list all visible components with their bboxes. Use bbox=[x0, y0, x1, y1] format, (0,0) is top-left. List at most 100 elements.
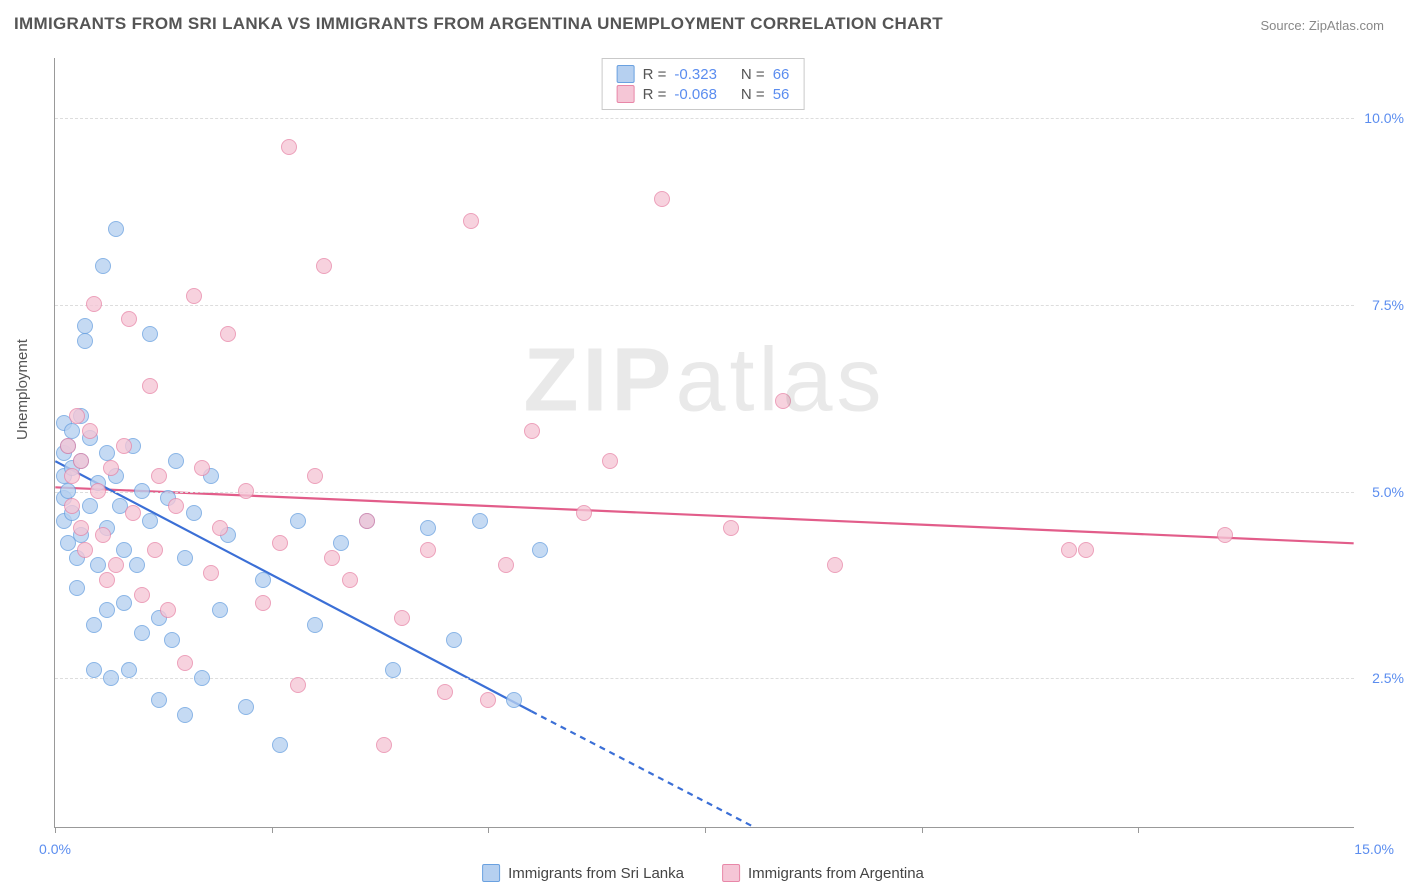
scatter-point bbox=[82, 498, 98, 514]
n-label: N = bbox=[741, 86, 765, 103]
scatter-point bbox=[77, 318, 93, 334]
scatter-point bbox=[272, 535, 288, 551]
y-tick-label: 7.5% bbox=[1358, 297, 1404, 313]
scatter-point bbox=[108, 557, 124, 573]
scatter-point bbox=[307, 468, 323, 484]
x-tick bbox=[488, 827, 489, 833]
scatter-point bbox=[151, 692, 167, 708]
scatter-point bbox=[333, 535, 349, 551]
scatter-point bbox=[307, 617, 323, 633]
x-tick-label-left: 0.0% bbox=[39, 841, 71, 857]
r-value-0: -0.323 bbox=[674, 66, 717, 83]
scatter-point bbox=[77, 333, 93, 349]
scatter-point bbox=[506, 692, 522, 708]
plot-area: ZIPatlas 2.5%5.0%7.5%10.0%0.0%15.0% bbox=[54, 58, 1354, 828]
scatter-point bbox=[186, 288, 202, 304]
y-tick-label: 10.0% bbox=[1358, 110, 1404, 126]
scatter-point bbox=[654, 191, 670, 207]
scatter-point bbox=[1078, 542, 1094, 558]
scatter-point bbox=[125, 505, 141, 521]
legend-row-series-0: R = -0.323 N = 66 bbox=[617, 64, 790, 84]
swatch-series-1 bbox=[617, 85, 635, 103]
x-tick bbox=[272, 827, 273, 833]
legend-correlation: R = -0.323 N = 66 R = -0.068 N = 56 bbox=[602, 58, 805, 110]
scatter-point bbox=[212, 520, 228, 536]
scatter-point bbox=[272, 737, 288, 753]
y-axis-label: Unemployment bbox=[14, 339, 31, 440]
scatter-point bbox=[64, 468, 80, 484]
legend-item-0: Immigrants from Sri Lanka bbox=[482, 864, 684, 882]
y-tick-label: 2.5% bbox=[1358, 670, 1404, 686]
scatter-point bbox=[827, 557, 843, 573]
scatter-point bbox=[60, 438, 76, 454]
legend-series: Immigrants from Sri Lanka Immigrants fro… bbox=[482, 864, 924, 882]
scatter-point bbox=[576, 505, 592, 521]
legend-label-0: Immigrants from Sri Lanka bbox=[508, 865, 684, 882]
scatter-point bbox=[69, 408, 85, 424]
scatter-point bbox=[359, 513, 375, 529]
scatter-point bbox=[90, 557, 106, 573]
n-value-0: 66 bbox=[773, 66, 790, 83]
scatter-point bbox=[99, 602, 115, 618]
scatter-point bbox=[116, 542, 132, 558]
scatter-point bbox=[73, 520, 89, 536]
scatter-point bbox=[95, 527, 111, 543]
scatter-point bbox=[134, 625, 150, 641]
y-tick-label: 5.0% bbox=[1358, 484, 1404, 500]
scatter-point bbox=[1217, 527, 1233, 543]
scatter-point bbox=[290, 677, 306, 693]
scatter-point bbox=[77, 542, 93, 558]
scatter-point bbox=[116, 438, 132, 454]
source-label: Source: ZipAtlas.com bbox=[1260, 18, 1384, 33]
scatter-point bbox=[151, 468, 167, 484]
scatter-point bbox=[532, 542, 548, 558]
scatter-point bbox=[99, 572, 115, 588]
scatter-point bbox=[420, 520, 436, 536]
scatter-point bbox=[134, 587, 150, 603]
x-tick-label-right: 15.0% bbox=[1354, 841, 1394, 857]
scatter-point bbox=[160, 602, 176, 618]
scatter-point bbox=[86, 617, 102, 633]
scatter-point bbox=[121, 311, 137, 327]
scatter-point bbox=[342, 572, 358, 588]
scatter-point bbox=[103, 460, 119, 476]
scatter-point bbox=[203, 565, 219, 581]
scatter-point bbox=[95, 258, 111, 274]
scatter-point bbox=[290, 513, 306, 529]
scatter-point bbox=[394, 610, 410, 626]
scatter-point bbox=[108, 221, 124, 237]
chart-title: IMMIGRANTS FROM SRI LANKA VS IMMIGRANTS … bbox=[14, 14, 943, 34]
x-tick bbox=[922, 827, 923, 833]
r-value-1: -0.068 bbox=[674, 86, 717, 103]
scatter-point bbox=[775, 393, 791, 409]
gridline-h bbox=[55, 305, 1354, 306]
legend-item-1: Immigrants from Argentina bbox=[722, 864, 924, 882]
swatch-series-1 bbox=[722, 864, 740, 882]
scatter-point bbox=[177, 550, 193, 566]
n-label: N = bbox=[741, 66, 765, 83]
scatter-point bbox=[73, 453, 89, 469]
gridline-h bbox=[55, 118, 1354, 119]
scatter-point bbox=[324, 550, 340, 566]
scatter-point bbox=[142, 378, 158, 394]
scatter-point bbox=[255, 595, 271, 611]
scatter-point bbox=[103, 670, 119, 686]
scatter-point bbox=[134, 483, 150, 499]
scatter-point bbox=[186, 505, 202, 521]
r-label: R = bbox=[643, 86, 667, 103]
scatter-point bbox=[86, 296, 102, 312]
scatter-point bbox=[64, 423, 80, 439]
n-value-1: 56 bbox=[773, 86, 790, 103]
scatter-point bbox=[147, 542, 163, 558]
scatter-point bbox=[1061, 542, 1077, 558]
scatter-point bbox=[194, 670, 210, 686]
gridline-h bbox=[55, 678, 1354, 679]
watermark: ZIPatlas bbox=[523, 329, 885, 432]
scatter-point bbox=[86, 662, 102, 678]
scatter-point bbox=[129, 557, 145, 573]
scatter-point bbox=[142, 513, 158, 529]
swatch-series-0 bbox=[482, 864, 500, 882]
scatter-point bbox=[238, 699, 254, 715]
scatter-point bbox=[60, 483, 76, 499]
legend-row-series-1: R = -0.068 N = 56 bbox=[617, 84, 790, 104]
